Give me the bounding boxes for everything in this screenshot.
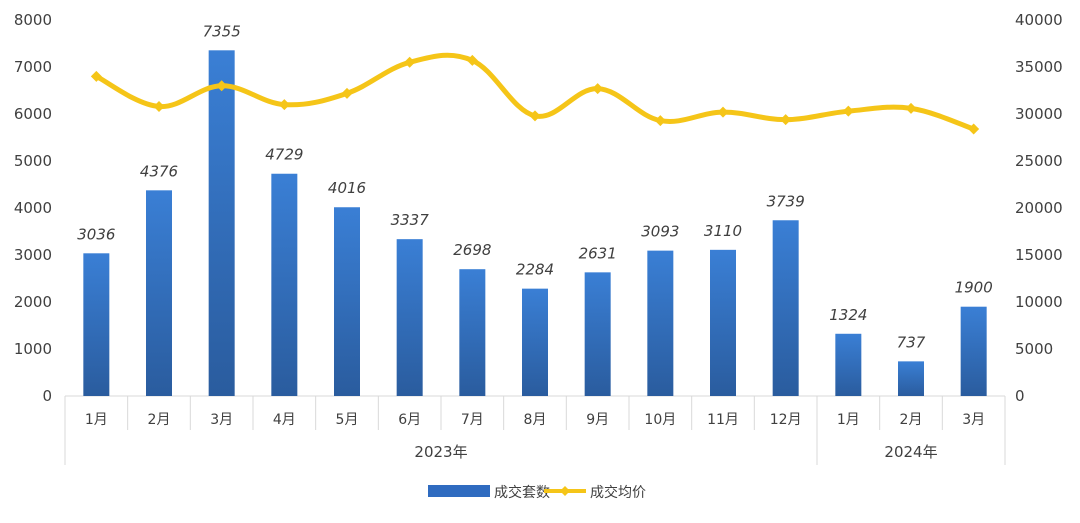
bar-data-label: 4729 (265, 146, 303, 164)
bar-data-label: 3337 (391, 211, 430, 229)
legend-swatch-marker (560, 486, 570, 496)
y-right-tick-label: 30000 (1015, 105, 1063, 123)
legend-label: 成交均价 (590, 484, 646, 501)
line-point (654, 115, 666, 127)
y-right-tick-label: 5000 (1015, 340, 1053, 358)
bar-data-label: 1900 (955, 279, 993, 297)
y-left-tick-label: 5000 (14, 152, 52, 170)
x-tick-label: 1月 (837, 412, 860, 428)
x-tick-label: 3月 (962, 412, 985, 428)
bar (83, 253, 110, 396)
bar (146, 190, 172, 396)
line-point (529, 110, 541, 122)
x-tick-label: 11月 (707, 412, 739, 428)
bar (960, 306, 987, 396)
bar-data-label: 3739 (767, 192, 805, 210)
bar (898, 361, 924, 396)
bar-data-label: 737 (897, 333, 926, 351)
x-tick-label: 9月 (586, 412, 609, 428)
bar-data-label: 3093 (641, 223, 679, 241)
y-left-tick-label: 3000 (14, 246, 52, 264)
y-right-tick-label: 20000 (1015, 199, 1063, 217)
bar-data-label: 1324 (829, 306, 867, 324)
line-point (466, 54, 478, 66)
x-tick-label: 10月 (644, 412, 676, 428)
bar (710, 249, 736, 396)
x-tick-label: 5月 (336, 412, 359, 428)
y-right-tick-label: 40000 (1015, 11, 1063, 29)
legend-swatch-bar (428, 485, 490, 497)
bar (584, 272, 611, 396)
bar (522, 288, 548, 396)
x-tick-label: 4月 (273, 412, 296, 428)
bar (647, 250, 674, 396)
y-left-tick-label: 6000 (14, 105, 52, 123)
legend-label: 成交套数 (494, 484, 550, 501)
line-point (153, 100, 165, 112)
y-right-tick-label: 35000 (1015, 58, 1063, 76)
x-tick-label: 3月 (210, 412, 233, 428)
x-tick-label: 2月 (148, 412, 171, 428)
bar (835, 333, 862, 396)
bar-data-label: 4016 (328, 179, 366, 197)
x-tick-label: 12月 (770, 412, 802, 428)
line-point (216, 80, 228, 92)
bar (396, 239, 423, 396)
line-point (905, 102, 917, 114)
bar (208, 50, 235, 396)
line-point (341, 87, 353, 99)
y-right-tick-label: 25000 (1015, 152, 1063, 170)
x-tick-label: 2月 (900, 412, 923, 428)
legend: 成交套数 成交均价 (428, 484, 646, 501)
y-left-tick-label: 0 (42, 387, 52, 405)
x-tick-label: 8月 (524, 412, 547, 428)
y-left-tick-label: 7000 (14, 58, 52, 76)
labels-layer: 3036 4376 7355 4729 4016 3337 2698 2284 2631 3093… (77, 22, 993, 351)
y-left-tick-label: 8000 (14, 11, 52, 29)
x-group-label: 2023年 (414, 443, 467, 461)
line-point (968, 123, 980, 135)
line-point (842, 105, 854, 117)
bar-data-label: 2698 (453, 241, 491, 259)
bar (334, 207, 360, 396)
y-right-tick-label: 10000 (1015, 293, 1063, 311)
bar-data-label: 2631 (579, 244, 617, 262)
y-left-tick-label: 2000 (14, 293, 52, 311)
x-tick-label: 7月 (461, 412, 484, 428)
line-point (90, 70, 102, 82)
y-left-tick-label: 4000 (14, 199, 52, 217)
bar (271, 173, 298, 396)
bar-data-label: 4376 (140, 162, 178, 180)
line-point (278, 99, 290, 111)
x-group-label: 2024年 (884, 443, 937, 461)
line-point (592, 83, 604, 95)
bar (459, 269, 486, 396)
y-left-tick-label: 1000 (14, 340, 52, 358)
bar-data-label: 7355 (203, 22, 241, 40)
axes-layer: 0 1000 2000 3000 4000 5000 6000 7000 8000 0 5000 10… (14, 11, 1063, 465)
line-point (404, 56, 416, 68)
bar-data-label: 2284 (516, 261, 554, 279)
bar (772, 220, 799, 396)
bar-data-label: 3110 (704, 222, 742, 240)
x-tick-label: 1月 (85, 412, 108, 428)
bars-layer (83, 50, 987, 396)
y-right-tick-label: 15000 (1015, 246, 1063, 264)
line-point (780, 114, 792, 126)
line-layer (90, 52, 980, 135)
bar-data-label: 3036 (77, 225, 115, 243)
line-point (717, 106, 729, 118)
y-right-tick-label: 0 (1015, 387, 1025, 405)
x-tick-label: 6月 (398, 412, 421, 428)
